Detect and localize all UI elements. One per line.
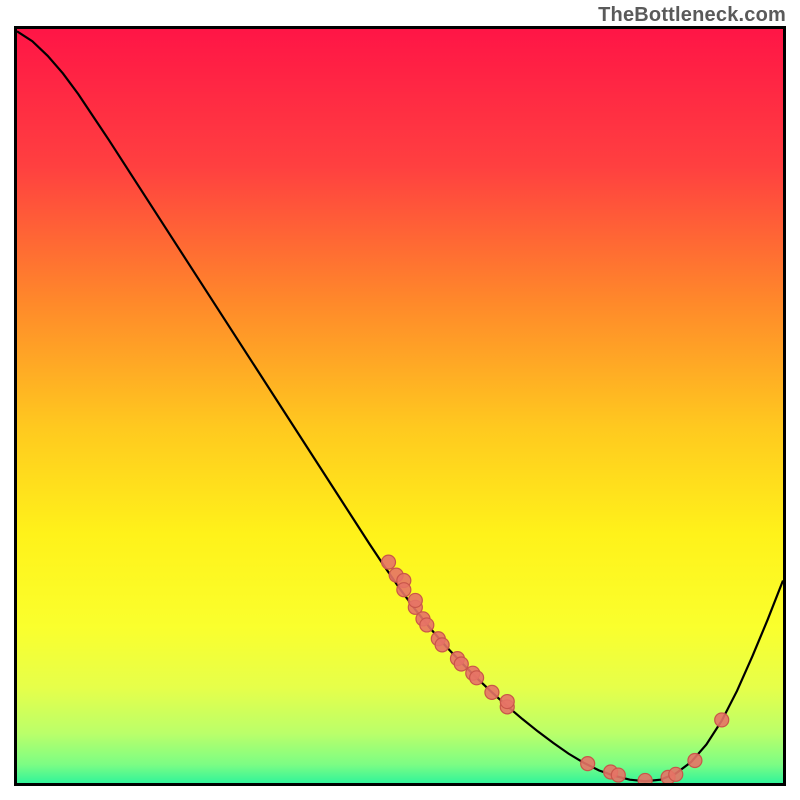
data-marker (611, 768, 625, 782)
data-marker (408, 593, 422, 607)
chart-area (17, 29, 783, 783)
data-marker (382, 555, 396, 569)
bottleneck-curve (17, 31, 783, 781)
data-marker (669, 767, 683, 781)
data-marker (688, 754, 702, 768)
data-marker (485, 685, 499, 699)
chart-frame (14, 26, 786, 786)
data-marker (581, 757, 595, 771)
data-marker (715, 713, 729, 727)
marker-group (382, 555, 729, 786)
data-marker (397, 583, 411, 597)
data-marker (420, 618, 434, 632)
data-marker (454, 657, 468, 671)
data-marker (435, 638, 449, 652)
data-marker (638, 773, 652, 786)
data-marker (500, 695, 514, 709)
chart-svg (17, 29, 783, 786)
watermark-text: TheBottleneck.com (598, 4, 786, 27)
data-marker (470, 671, 484, 685)
